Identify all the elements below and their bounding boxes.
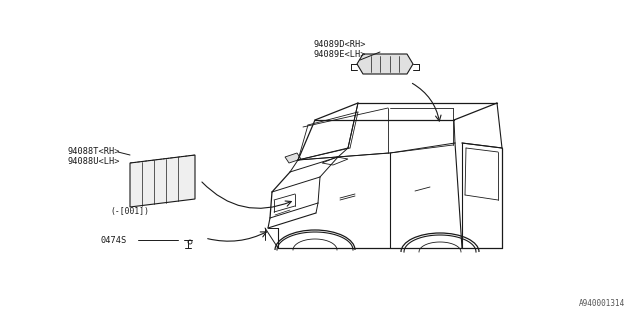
Text: (-[001]): (-[001]) [110, 207, 149, 216]
Text: 0474S: 0474S [100, 236, 126, 245]
Text: 94088T<RH>: 94088T<RH> [67, 147, 120, 156]
Polygon shape [357, 54, 413, 74]
Polygon shape [130, 155, 195, 207]
Text: A940001314: A940001314 [579, 299, 625, 308]
Polygon shape [285, 153, 301, 163]
Text: 94089D<RH>: 94089D<RH> [313, 40, 365, 49]
Text: 94089E<LH>: 94089E<LH> [313, 50, 365, 59]
Text: 94088U<LH>: 94088U<LH> [67, 157, 120, 166]
